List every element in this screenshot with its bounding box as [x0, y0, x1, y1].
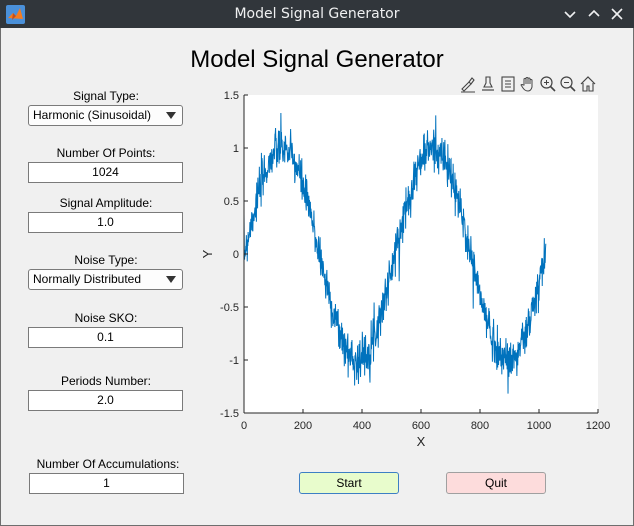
- pan-icon[interactable]: [518, 74, 538, 94]
- periods-input[interactable]: 2.0: [28, 390, 183, 411]
- dropdown-arrow-icon: [166, 112, 176, 119]
- x-axis-label: X: [417, 434, 426, 449]
- accumulations-label: Number Of Accumulations:: [36, 457, 180, 471]
- noise-type-dropdown[interactable]: Normally Distributed: [28, 269, 183, 290]
- y-axis-label: Y: [200, 249, 215, 258]
- amplitude-input[interactable]: 1.0: [28, 212, 183, 233]
- y-tick-label: -1: [229, 355, 239, 367]
- zoom-out-icon[interactable]: [558, 74, 578, 94]
- x-tick-label: 1200: [586, 420, 610, 432]
- start-button[interactable]: Start: [299, 472, 399, 494]
- zoom-in-icon[interactable]: [538, 74, 558, 94]
- plot-area: [244, 95, 598, 413]
- num-points-input[interactable]: 1024: [28, 162, 183, 183]
- title-bar: Model Signal Generator: [0, 0, 634, 28]
- x-tick-label: 0: [241, 420, 247, 432]
- matlab-icon: [6, 5, 25, 24]
- dropdown-arrow-icon: [166, 276, 176, 283]
- periods-label: Periods Number:: [60, 374, 152, 388]
- amplitude-label: Signal Amplitude:: [59, 196, 153, 210]
- signal-type-label: Signal Type:: [73, 89, 139, 103]
- home-icon[interactable]: [578, 74, 598, 94]
- x-tick-label: 600: [412, 420, 430, 432]
- chevron-up-icon: [588, 9, 600, 17]
- legend-icon[interactable]: [498, 74, 518, 94]
- chevron-down-icon: [564, 11, 576, 19]
- accumulations-input[interactable]: 1: [29, 473, 184, 494]
- signal-type-dropdown[interactable]: Harmonic (Sinusoidal): [28, 105, 183, 126]
- close-icon: [611, 8, 623, 20]
- noise-type-value: Normally Distributed: [33, 272, 142, 286]
- y-tick-label: 1.5: [224, 90, 239, 102]
- x-tick-label: 1000: [527, 420, 551, 432]
- y-tick-label: -0.5: [220, 302, 239, 314]
- close-button[interactable]: [607, 4, 627, 24]
- signal-chart[interactable]: 0 200 400 600 800 1000 1200 -1.5 -1 -0.5 0 0.5 1 1.5 X…: [196, 84, 626, 454]
- noise-type-label: Noise Type:: [74, 253, 138, 267]
- noise-sko-input[interactable]: 0.1: [28, 327, 183, 348]
- y-tick-label: -1.5: [220, 408, 239, 420]
- data-tips-icon[interactable]: [478, 74, 498, 94]
- x-tick-label: 800: [471, 420, 489, 432]
- signal-type-value: Harmonic (Sinusoidal): [33, 108, 152, 122]
- maximize-button[interactable]: [584, 4, 604, 24]
- brush-icon[interactable]: [458, 74, 478, 94]
- y-tick-label: 1: [233, 143, 239, 155]
- num-points-label: Number Of Points:: [56, 146, 156, 160]
- y-tick-label: 0.5: [224, 196, 239, 208]
- page-title: Model Signal Generator: [190, 46, 444, 73]
- x-tick-label: 400: [353, 420, 371, 432]
- quit-button[interactable]: Quit: [446, 472, 546, 494]
- signal-line: [243, 112, 547, 394]
- y-tick-label: 0: [233, 249, 239, 261]
- minimize-button[interactable]: [560, 4, 580, 24]
- window-title: Model Signal Generator: [234, 6, 400, 22]
- x-tick-label: 200: [294, 420, 312, 432]
- noise-sko-label: Noise SKO:: [74, 311, 138, 325]
